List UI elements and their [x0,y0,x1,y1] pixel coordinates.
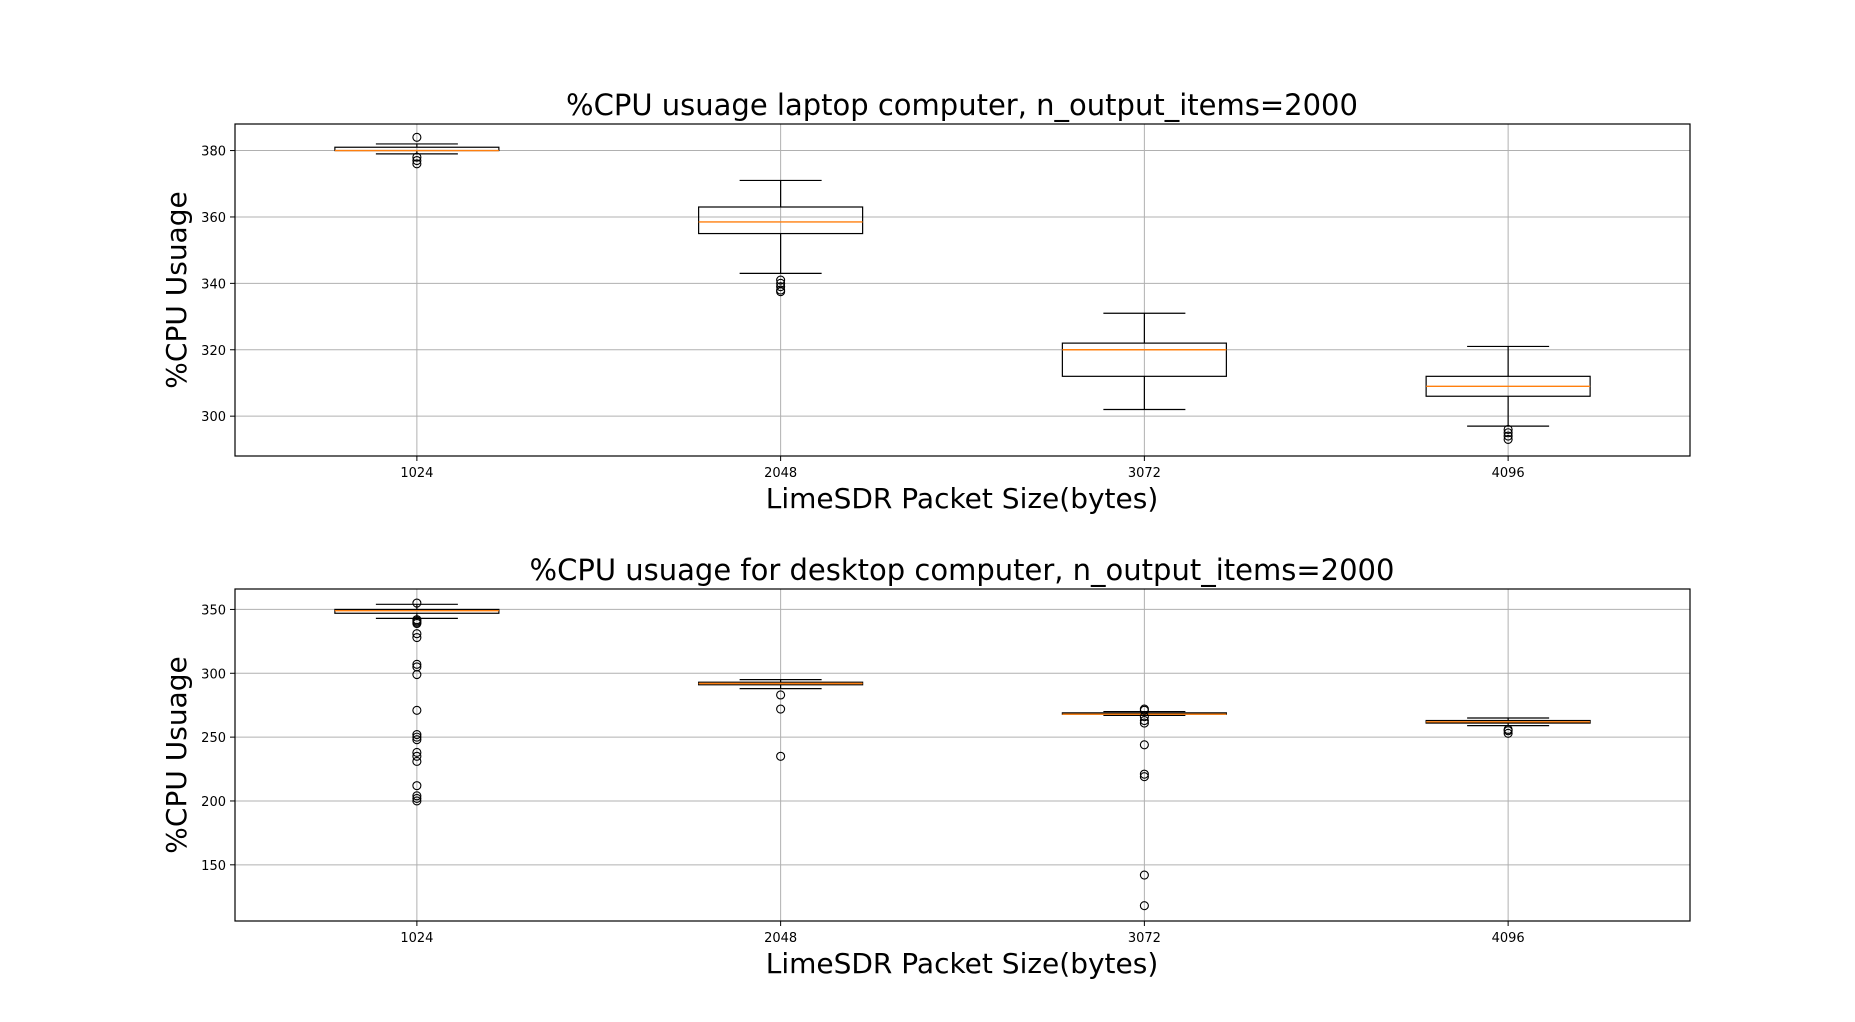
ticks: 300 320 340 360 380 1024 2048 3072 4096 [201,145,1525,481]
outlier-point [412,735,422,745]
x-tick-label: 4096 [1492,931,1525,946]
y-tick-label: 200 [201,795,226,810]
outlier-point [776,751,786,761]
y-tick-label: 300 [201,667,226,682]
outlier-point [412,132,422,142]
outlier-point [412,747,422,757]
chart-title: %CPU usuage for desktop computer, n_outp… [530,553,1395,587]
outlier-point [1503,726,1513,736]
box-plot-1024 [334,598,500,806]
outlier-point [1139,769,1149,779]
outlier-point [412,781,422,791]
outlier-point [1503,424,1513,434]
outlier-point [1503,434,1513,444]
desktop-cpu-chart: %CPU usuage for desktop computer, n_outp… [160,553,1691,980]
box-plots [334,598,1591,911]
outlier-point [412,659,422,669]
box-plots [334,132,1591,444]
outlier-point [412,751,422,761]
outlier-point [1503,428,1513,438]
x-tick-label: 3072 [1128,931,1161,946]
y-axis-title: %CPU Usuage [160,191,193,388]
outlier-point [412,629,422,639]
outlier-point [412,756,422,766]
box-plot-3072 [1061,312,1227,411]
box-iqr [1061,342,1227,377]
y-tick-label: 350 [201,603,226,618]
box-plot-3072 [1061,704,1227,911]
outlier-point [1139,870,1149,880]
y-tick-label: 300 [201,410,226,425]
outlier-point [776,282,786,292]
outlier-point [776,704,786,714]
y-tick-label: 340 [201,277,226,292]
outlier-point [1503,728,1513,738]
plot-frame [234,123,1691,457]
y-tick-label: 250 [201,731,226,746]
outlier-point [412,618,422,629]
outlier-point [412,791,422,801]
x-tick-label: 2048 [764,466,797,481]
y-axis-title: %CPU Usuage [160,656,193,853]
laptop-cpu-chart: %CPU usuage laptop computer, n_output_it… [160,88,1691,515]
outlier-point [776,275,786,285]
x-tick-label: 3072 [1128,466,1161,481]
outlier-point [412,732,422,742]
outlier-point [412,159,422,169]
box-plot-1024 [334,132,500,169]
x-axis-title: LimeSDR Packet Size(bytes) [766,947,1159,980]
outlier-point [412,670,422,680]
outlier-point [412,152,422,162]
outlier-point [412,730,422,740]
outlier-point [1139,715,1149,726]
x-axis-title: LimeSDR Packet Size(bytes) [766,482,1159,515]
box-plot-4096 [1425,717,1591,738]
outlier-point [412,705,422,715]
chart-title: %CPU usuage laptop computer, n_output_it… [566,88,1358,122]
y-tick-label: 150 [201,859,226,874]
ticks: 150 200 250 300 350 1024 2048 3072 4096 [201,603,1525,946]
plot-frame [234,588,1691,922]
outlier-point [776,690,786,700]
outlier-point [776,287,786,297]
outlier-point [1139,901,1149,911]
x-tick-label: 1024 [400,466,433,481]
box-plot-2048 [698,179,864,297]
outlier-point [412,796,422,806]
outlier-point [1139,712,1149,722]
outlier-point [412,155,422,166]
box-iqr [698,206,864,235]
x-tick-label: 4096 [1492,466,1525,481]
x-tick-label: 2048 [764,931,797,946]
outlier-point [412,598,422,608]
outlier-point [412,632,422,643]
y-tick-label: 380 [201,145,226,160]
outlier-point [1139,772,1149,782]
outlier-point [412,793,422,803]
outlier-point [1139,740,1149,750]
outlier-point [1503,431,1513,441]
box-plot-2048 [698,679,864,761]
outlier-point [1139,705,1149,715]
box-plot-4096 [1425,345,1591,444]
y-tick-label: 360 [201,211,226,226]
outlier-point [1139,718,1149,728]
y-tick-label: 320 [201,344,226,359]
x-tick-label: 1024 [400,931,433,946]
